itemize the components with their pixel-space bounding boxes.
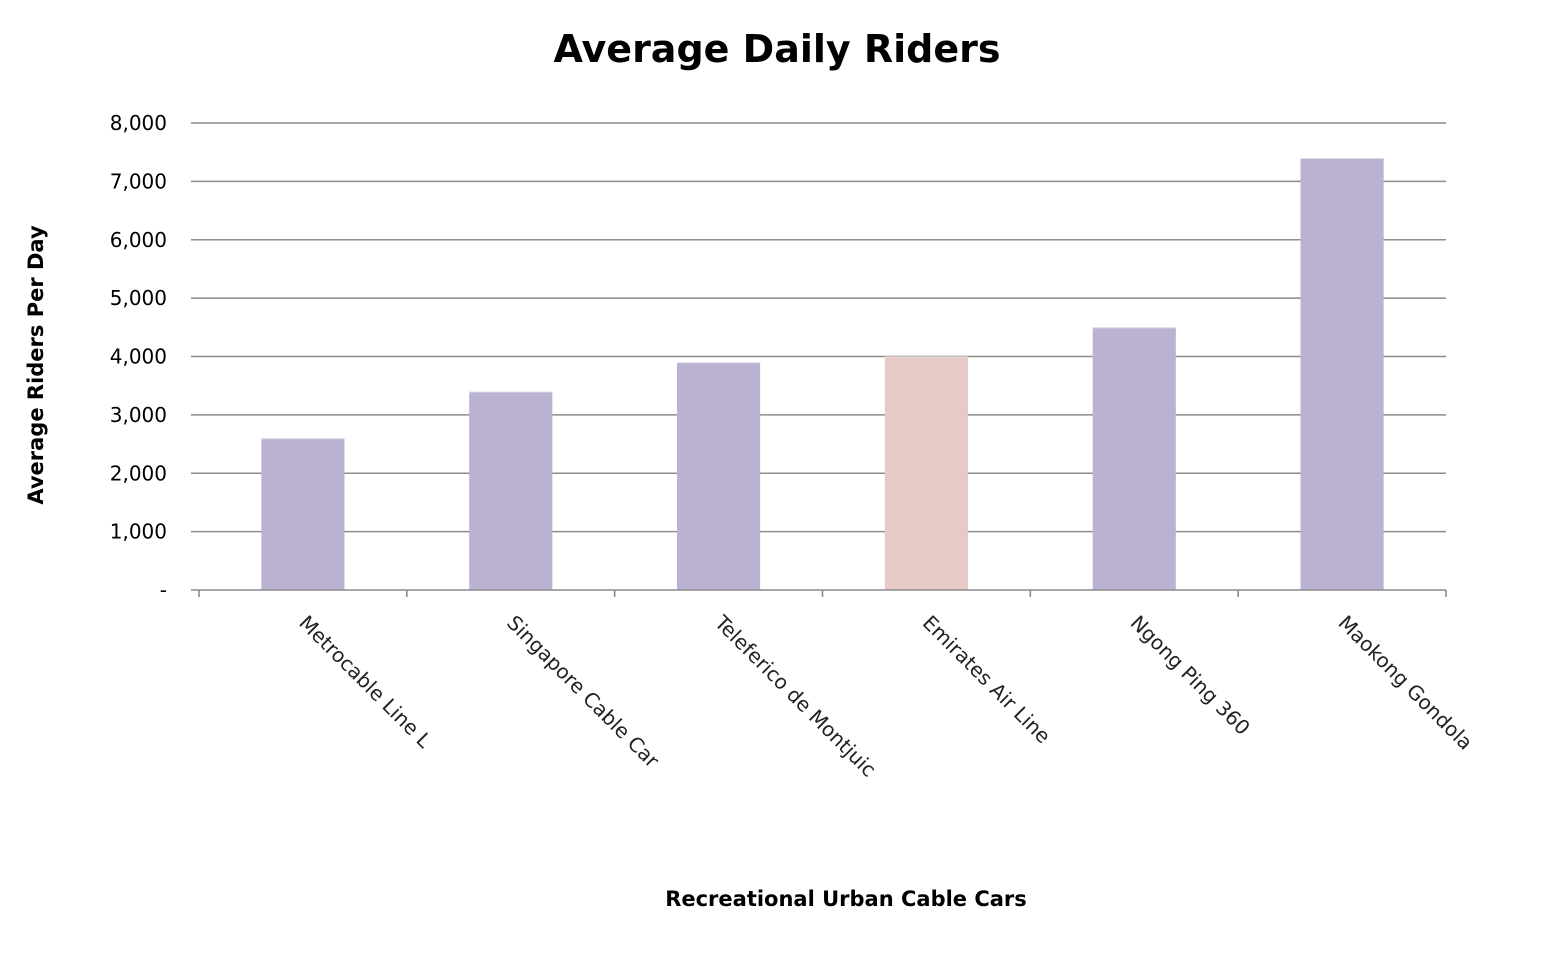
y-tick-label: 6,000 xyxy=(110,228,167,252)
y-tick-label: 4,000 xyxy=(110,345,167,369)
y-axis-title: Average Riders Per Day xyxy=(24,225,48,505)
bars xyxy=(261,158,1384,590)
bar xyxy=(884,356,968,590)
chart-title: Average Daily Riders xyxy=(553,27,1000,71)
bar xyxy=(677,362,761,590)
y-tick-label: 5,000 xyxy=(110,286,167,310)
y-tick-label: 7,000 xyxy=(110,169,167,193)
x-tick-label: Emirates Air Line xyxy=(918,611,1056,749)
x-axis-title: Recreational Urban Cable Cars xyxy=(665,887,1027,911)
x-tick-label: Metrocable Line L xyxy=(294,611,437,754)
y-tick-label: 1,000 xyxy=(110,520,167,544)
bar xyxy=(1300,158,1384,590)
y-tick-labels: - 1,000 2,000 3,000 4,000 5,000 6,000 7,000 8,00… xyxy=(110,111,167,602)
x-tick-label: Maokong Gondola xyxy=(1334,611,1478,755)
x-tick-label: Singapore Cable Car xyxy=(502,611,664,773)
y-tick-label: 3,000 xyxy=(110,403,167,427)
x-tick-label: Teleferico de Montjuic xyxy=(709,610,881,782)
bar xyxy=(469,391,553,590)
y-tick-label: - xyxy=(160,578,167,602)
x-tick-labels: Metrocable Line L Singapore Cable Car Tele… xyxy=(294,610,1477,782)
gridlines xyxy=(191,122,1446,533)
y-tick-label: 2,000 xyxy=(110,461,167,485)
x-tick-label: Ngong Ping 360 xyxy=(1126,611,1255,740)
bar xyxy=(261,438,345,590)
bar xyxy=(1092,327,1176,590)
y-tick-label: 8,000 xyxy=(110,111,167,135)
x-axis xyxy=(191,589,1447,597)
